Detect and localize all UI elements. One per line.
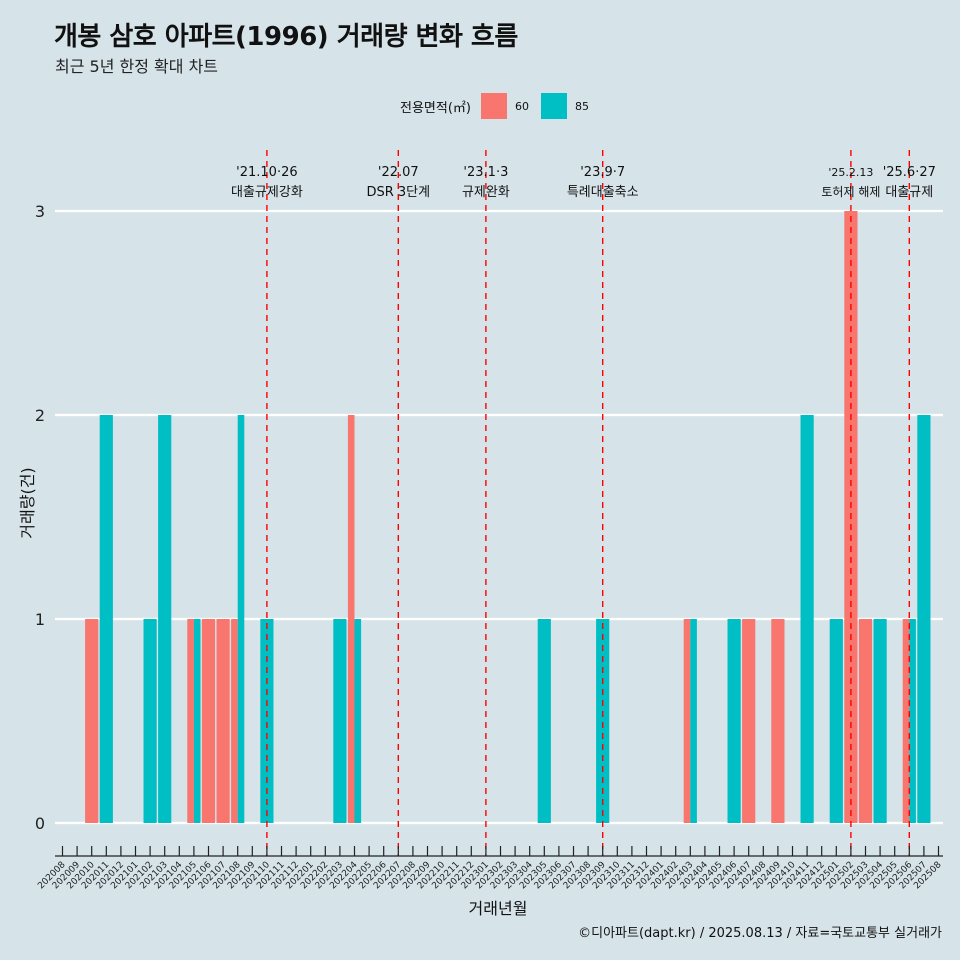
bar-85-202309 [596,619,610,823]
y-tick-label: 2 [35,406,45,425]
legend-label-85: 85 [574,99,589,113]
event-label-202502: 토허제 해제 [821,185,880,199]
legend-swatch-85 [540,93,567,119]
bar-60-202409 [771,619,785,823]
event-date-202502: '25.2.13 [828,166,873,179]
x-axis-title: 거래년월 [469,899,528,918]
event-date-202207: '22.07 [378,165,419,180]
y-tick-label: 3 [35,202,45,221]
bar-85-202506 [909,619,916,823]
bar-60-202010 [85,619,99,823]
bar-60-202107 [216,619,230,823]
source-caption: ©디아파트(dapt.kr) / 2025.08.13 / 자료=국토교통부 실… [578,926,942,941]
bar-85-202108 [237,415,245,823]
bar-85-202501 [829,619,843,823]
event-label-202207: DSR 3단계 [366,185,430,200]
event-date-202309: '23.9·7 [580,165,625,180]
bar-60-202407 [742,619,756,823]
legend: 전용면적(㎡) 60 85 [400,93,597,119]
y-axis-title: 거래량(건) [18,467,37,538]
event-date-202506: '25.6·27 [883,165,936,180]
bar-85-202204 [354,619,362,823]
event-label-202110: 대출규제강화 [231,185,303,200]
bar-85-202504 [873,619,887,823]
bar-60-202108 [231,619,238,823]
bar-85-202203 [333,619,347,823]
event-date-202110: '21.10·26 [236,165,297,180]
legend-swatch-60 [480,93,507,119]
bar-85-202011 [99,415,113,823]
bar-85-202411 [800,415,814,823]
bar-85-202507 [917,415,931,823]
bar-60-202204 [347,415,355,823]
bar-60-202105 [187,619,194,823]
legend-title: 전용면적(㎡) [400,100,471,116]
y-tick-label: 0 [35,814,45,833]
bar-85-202102 [143,619,157,823]
chart-subtitle: 최근 5년 한정 확대 차트 [55,57,219,76]
event-label-202309: 특례대출축소 [567,185,639,200]
bar-60-202506 [902,619,910,823]
legend-label-60: 60 [514,99,529,113]
bar-60-202403 [683,619,691,823]
bar-60-202503 [858,619,873,823]
bar-85-202110 [260,619,274,823]
event-label-202506: 대출규제 [885,185,933,200]
event-label-202301: 규제완화 [462,185,510,200]
y-tick-label: 1 [35,610,45,629]
bar-85-202406 [727,619,741,823]
bar-85-202105 [193,619,201,823]
bar-85-202305 [537,619,551,823]
bar-60-202106 [201,619,216,823]
event-date-202301: '23.1·3 [463,165,508,180]
chart-title: 개봉 삼호 아파트(1996) 거래량 변화 흐름 [54,22,518,52]
bar-85-202103 [158,415,172,823]
bar-85-202403 [690,619,697,823]
